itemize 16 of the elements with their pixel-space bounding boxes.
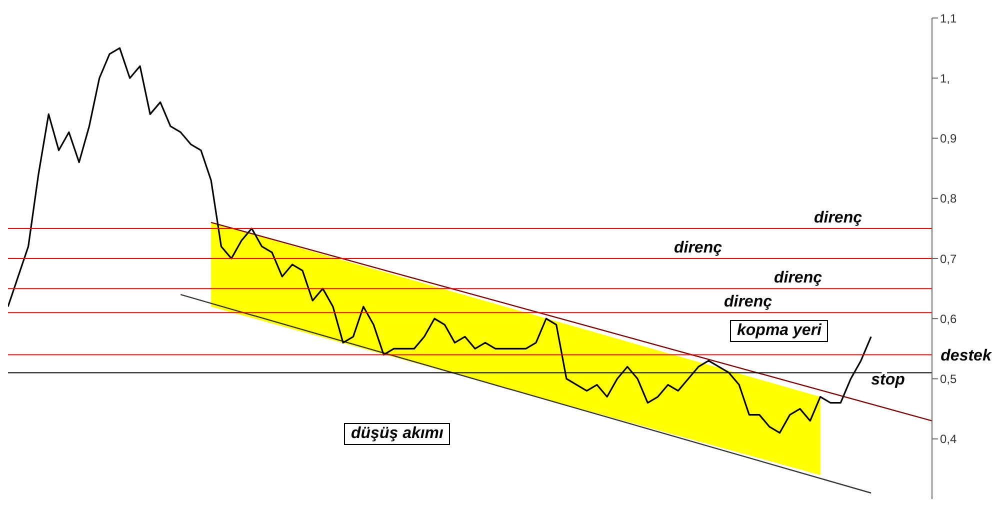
ref-line-label: direnç — [814, 209, 862, 226]
ref-line-label: direnç — [674, 240, 722, 256]
y-tick-label: 0,4 — [940, 432, 958, 446]
annotation: kopma yeri — [730, 320, 828, 342]
y-tick-label: 0,6 — [940, 312, 958, 326]
ref-line-label: direnç — [774, 270, 822, 287]
ref-line-label: stop — [871, 372, 906, 389]
y-tick-label: 0,7 — [940, 252, 958, 266]
y-tick-label: 1,1 — [940, 11, 958, 26]
ref-line-label: direnç — [724, 294, 772, 311]
annotation: düşüş akımı — [344, 423, 450, 445]
y-tick-label: 0,9 — [940, 132, 958, 146]
ref-line-label: destek — [940, 348, 992, 365]
y-tick-label: 0,8 — [940, 192, 958, 206]
y-tick-label: 0,5 — [940, 372, 958, 386]
y-tick-label: 1, — [940, 71, 950, 86]
